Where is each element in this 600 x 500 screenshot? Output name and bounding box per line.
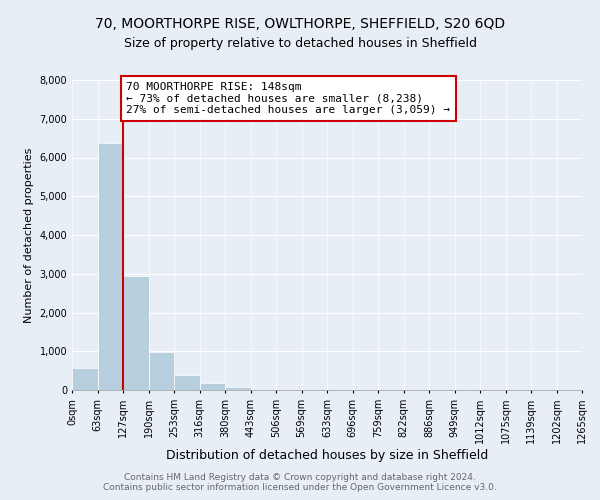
Bar [97,143,123,390]
Bar [225,386,251,390]
Bar [149,352,174,390]
Text: Contains HM Land Registry data © Crown copyright and database right 2024.
Contai: Contains HM Land Registry data © Crown c… [103,473,497,492]
Bar [174,376,199,390]
X-axis label: Distribution of detached houses by size in Sheffield: Distribution of detached houses by size … [166,448,488,462]
Text: 70, MOORTHORPE RISE, OWLTHORPE, SHEFFIELD, S20 6QD: 70, MOORTHORPE RISE, OWLTHORPE, SHEFFIEL… [95,18,505,32]
Text: 70 MOORTHORPE RISE: 148sqm
← 73% of detached houses are smaller (8,238)
27% of s: 70 MOORTHORPE RISE: 148sqm ← 73% of deta… [126,82,450,115]
Text: Size of property relative to detached houses in Sheffield: Size of property relative to detached ho… [124,38,476,51]
Bar [72,368,97,390]
Y-axis label: Number of detached properties: Number of detached properties [24,148,34,322]
Bar [199,383,225,390]
Bar [123,276,149,390]
